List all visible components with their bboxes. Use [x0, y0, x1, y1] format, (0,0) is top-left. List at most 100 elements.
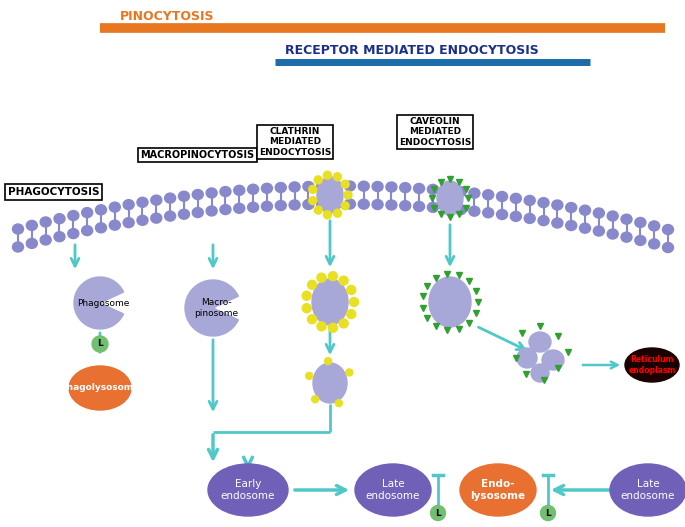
Circle shape	[430, 505, 445, 521]
Ellipse shape	[414, 201, 425, 211]
Text: MACROPINOCYTOSIS: MACROPINOCYTOSIS	[140, 150, 254, 160]
Ellipse shape	[208, 464, 288, 516]
Circle shape	[314, 206, 322, 214]
Ellipse shape	[510, 211, 521, 221]
Ellipse shape	[26, 220, 37, 230]
Text: RECEPTOR MEDIATED ENDOCYTOSIS: RECEPTOR MEDIATED ENDOCYTOSIS	[285, 44, 538, 57]
Circle shape	[308, 280, 316, 289]
Wedge shape	[185, 280, 238, 336]
Text: CAVEOLIN
MEDIATED
ENDOCYTOSIS: CAVEOLIN MEDIATED ENDOCYTOSIS	[399, 117, 471, 147]
Ellipse shape	[400, 201, 411, 211]
Ellipse shape	[358, 199, 369, 209]
Ellipse shape	[469, 206, 480, 216]
Text: Late
endosome: Late endosome	[621, 479, 675, 501]
Ellipse shape	[607, 229, 618, 239]
Text: PHAGOCYTOSIS: PHAGOCYTOSIS	[8, 187, 99, 197]
Circle shape	[302, 291, 311, 300]
Ellipse shape	[220, 187, 231, 197]
Ellipse shape	[386, 182, 397, 192]
Text: Phagolysosome: Phagolysosome	[60, 384, 140, 393]
Ellipse shape	[345, 199, 356, 209]
Ellipse shape	[262, 183, 273, 193]
Ellipse shape	[331, 199, 342, 209]
Ellipse shape	[220, 204, 231, 214]
Ellipse shape	[580, 223, 590, 233]
Ellipse shape	[625, 348, 679, 382]
Circle shape	[323, 211, 332, 219]
Ellipse shape	[386, 200, 397, 210]
Ellipse shape	[12, 242, 23, 252]
Ellipse shape	[179, 209, 190, 219]
Ellipse shape	[303, 199, 314, 209]
Ellipse shape	[164, 211, 175, 221]
Circle shape	[540, 505, 556, 521]
Ellipse shape	[289, 182, 300, 192]
Ellipse shape	[313, 363, 347, 403]
Circle shape	[339, 276, 348, 285]
Circle shape	[317, 273, 326, 282]
Ellipse shape	[662, 225, 673, 235]
Circle shape	[347, 286, 356, 295]
Ellipse shape	[372, 181, 383, 191]
Ellipse shape	[54, 232, 65, 242]
Circle shape	[341, 202, 349, 210]
Ellipse shape	[137, 197, 148, 207]
Ellipse shape	[123, 218, 134, 228]
Ellipse shape	[316, 199, 327, 209]
Ellipse shape	[483, 208, 494, 218]
Ellipse shape	[12, 224, 23, 234]
Circle shape	[92, 336, 108, 352]
Circle shape	[349, 298, 358, 307]
Ellipse shape	[355, 464, 431, 516]
Ellipse shape	[460, 464, 536, 516]
Ellipse shape	[483, 190, 494, 200]
Ellipse shape	[400, 183, 411, 193]
Ellipse shape	[593, 226, 604, 236]
Ellipse shape	[529, 332, 551, 352]
Ellipse shape	[275, 182, 286, 192]
Ellipse shape	[542, 350, 564, 370]
Ellipse shape	[552, 200, 563, 210]
Ellipse shape	[566, 202, 577, 212]
Ellipse shape	[151, 213, 162, 223]
Text: L: L	[545, 509, 551, 518]
Ellipse shape	[662, 242, 673, 252]
Circle shape	[309, 197, 316, 204]
Ellipse shape	[455, 205, 466, 215]
Ellipse shape	[497, 210, 508, 219]
Text: Late
endosome: Late endosome	[366, 479, 420, 501]
Circle shape	[347, 309, 356, 319]
Ellipse shape	[593, 208, 604, 218]
Ellipse shape	[524, 213, 535, 223]
Text: L: L	[435, 509, 441, 518]
Ellipse shape	[137, 216, 148, 226]
Ellipse shape	[40, 235, 51, 245]
Ellipse shape	[68, 229, 79, 239]
Ellipse shape	[358, 181, 369, 191]
Ellipse shape	[524, 196, 535, 206]
Circle shape	[334, 173, 342, 181]
Circle shape	[339, 319, 348, 328]
Ellipse shape	[517, 348, 537, 368]
Ellipse shape	[247, 202, 259, 212]
Circle shape	[328, 323, 338, 333]
Ellipse shape	[437, 181, 463, 215]
Ellipse shape	[566, 220, 577, 230]
Ellipse shape	[110, 220, 121, 230]
Ellipse shape	[95, 205, 106, 215]
Ellipse shape	[429, 277, 471, 327]
Ellipse shape	[82, 226, 92, 236]
Ellipse shape	[441, 186, 452, 196]
Ellipse shape	[192, 190, 203, 200]
Ellipse shape	[414, 183, 425, 193]
Ellipse shape	[95, 223, 106, 233]
Ellipse shape	[54, 213, 65, 223]
Ellipse shape	[312, 279, 348, 325]
Circle shape	[306, 373, 312, 379]
Ellipse shape	[607, 211, 618, 221]
Wedge shape	[74, 277, 123, 329]
Ellipse shape	[635, 218, 646, 228]
Ellipse shape	[317, 177, 343, 213]
Ellipse shape	[82, 208, 92, 218]
Ellipse shape	[275, 201, 286, 210]
